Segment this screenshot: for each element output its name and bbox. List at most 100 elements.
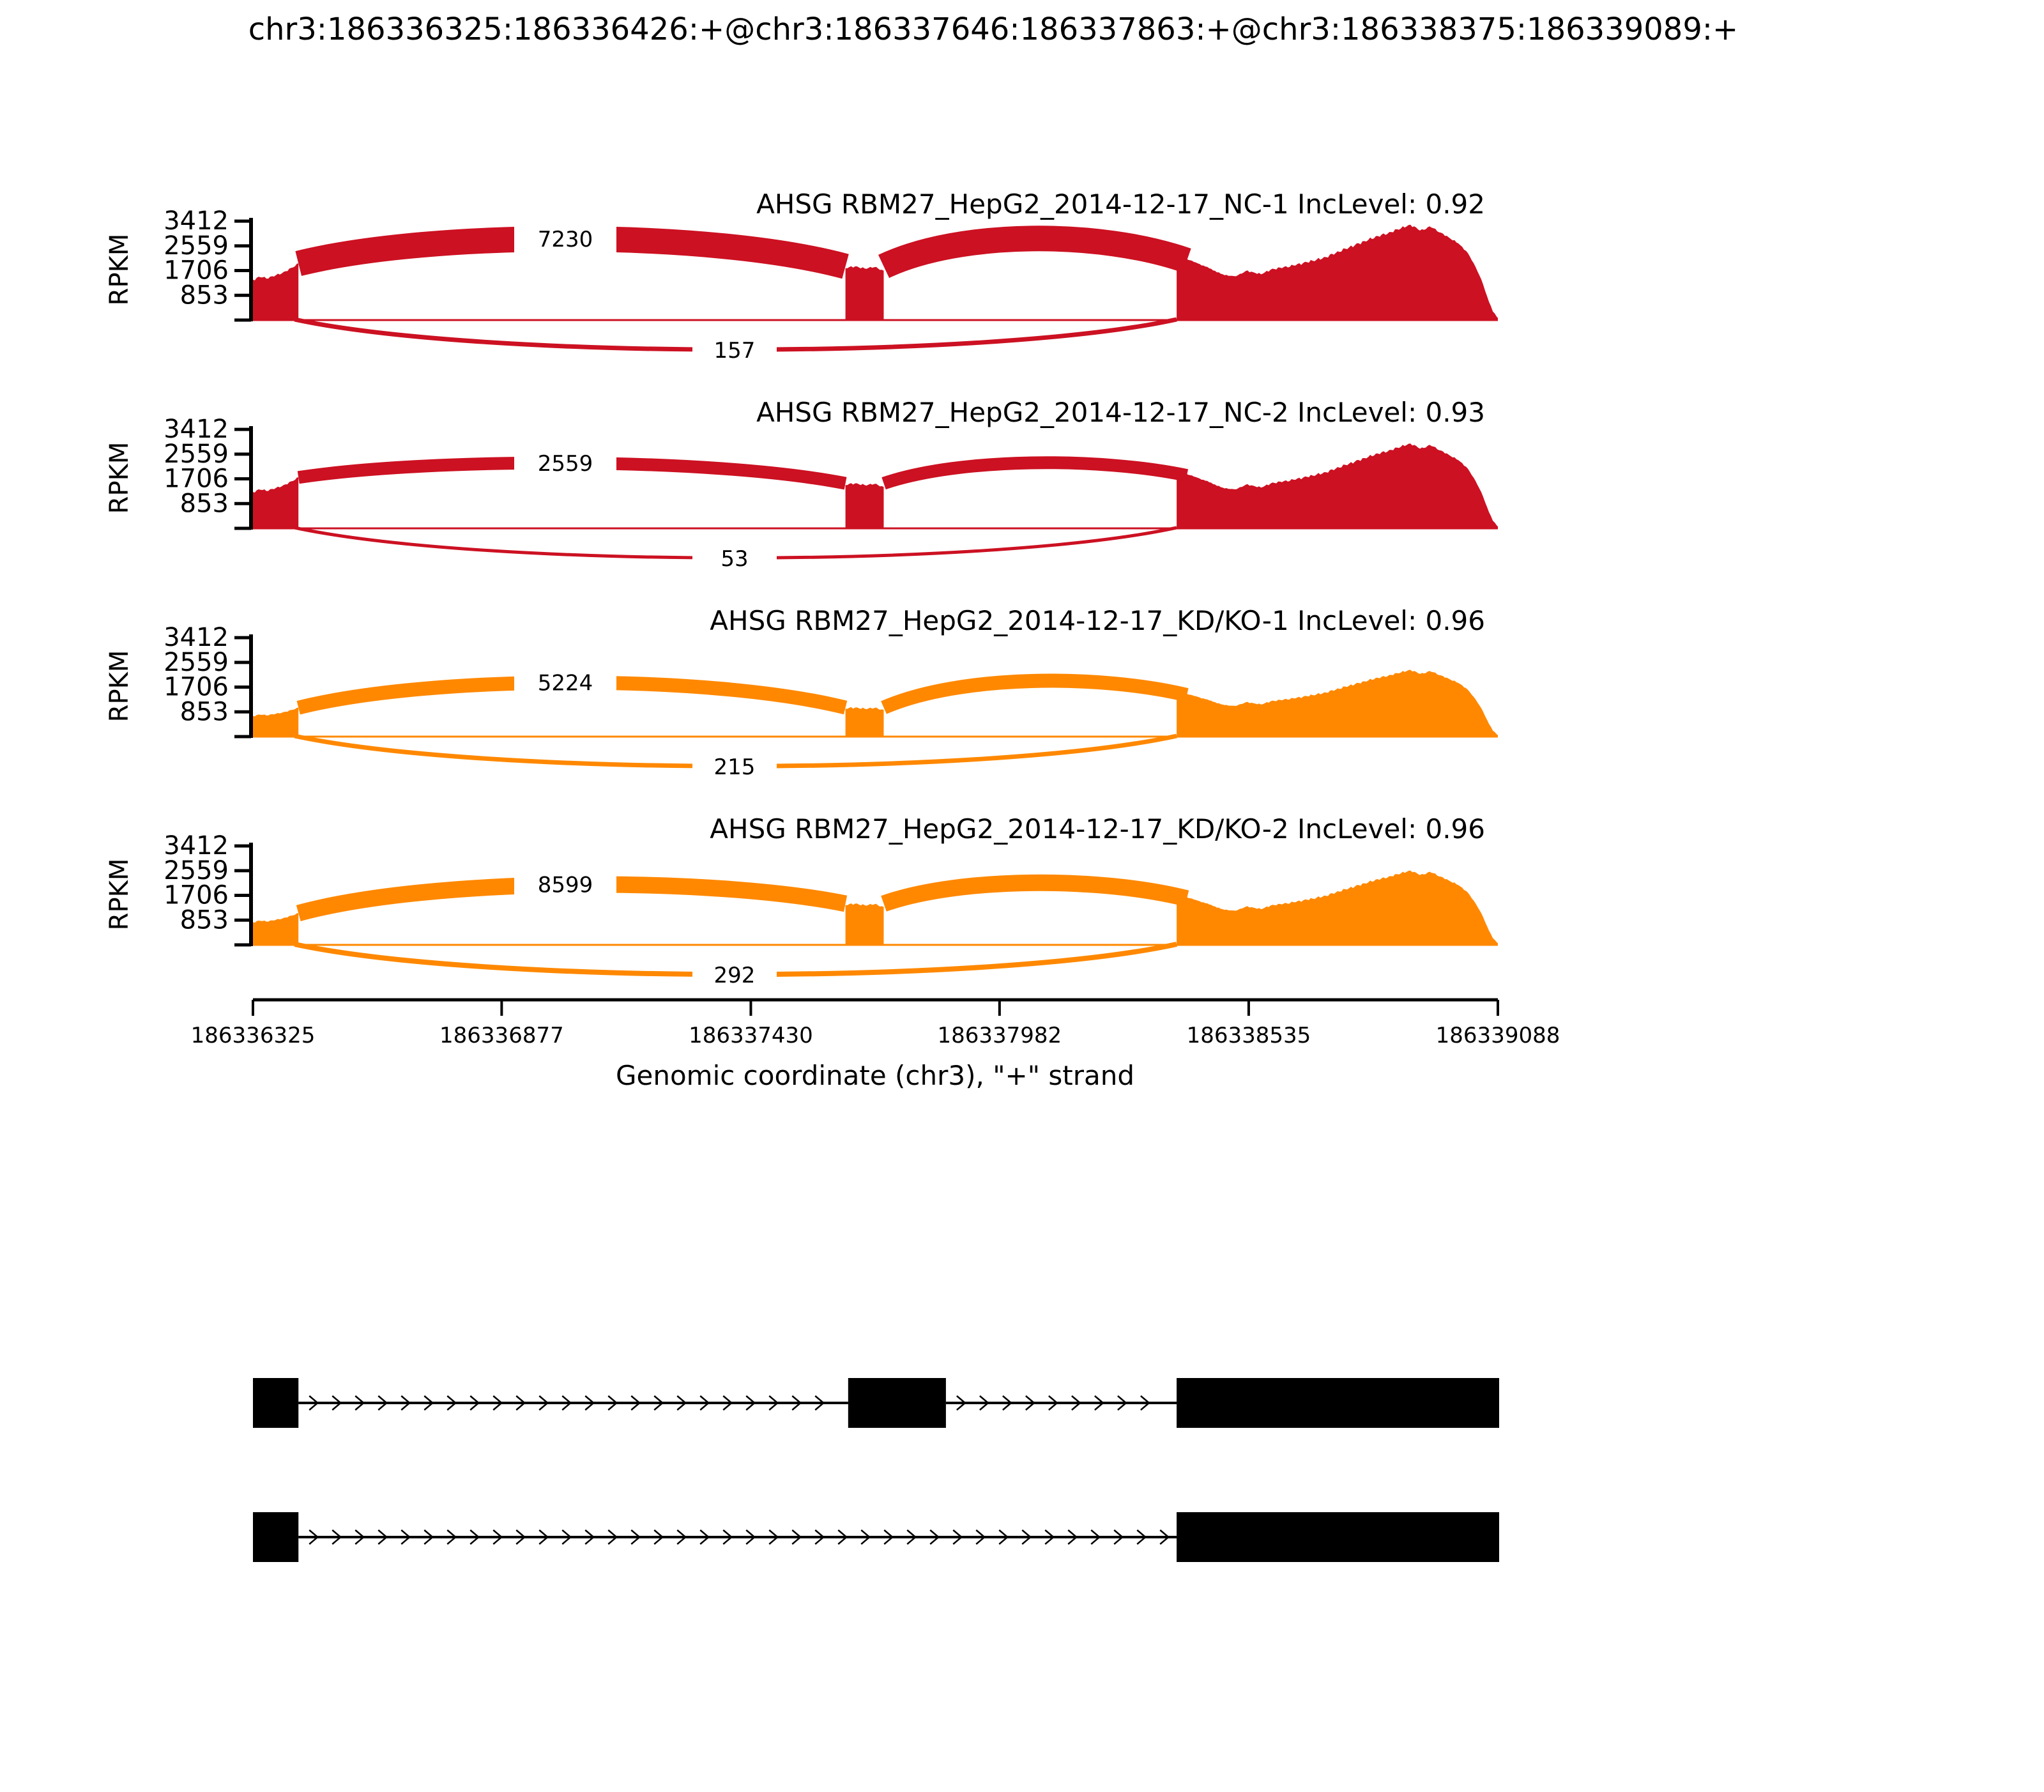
intron-arrow-right-icon (1025, 1395, 1035, 1411)
junction-arc-inclusion-right (881, 456, 1189, 490)
y-axis-label: RPKM (105, 650, 134, 723)
y-tick-label: 853 (180, 489, 229, 518)
y-tick-label: 1706 (164, 464, 229, 494)
y-tick-label: 2559 (164, 856, 229, 885)
junction-arc-inclusion-right (878, 226, 1191, 279)
exon-box (1177, 1378, 1499, 1428)
y-tick-label: 3412 (164, 415, 229, 444)
intron-arrow-right-icon (400, 1395, 411, 1411)
isoform-track-1 (253, 1378, 1499, 1428)
intron-arrow-right-icon (791, 1395, 802, 1411)
track-title: AHSG RBM27_HepG2_2014-12-17_NC-2 IncLeve… (756, 397, 1485, 428)
intron-arrow-right-icon (584, 1529, 595, 1545)
intron-arrow-right-icon (309, 1395, 319, 1411)
junction-skipping-count: 53 (721, 546, 748, 572)
intron-arrow-right-icon (676, 1395, 687, 1411)
coverage-area-exon2 (845, 903, 884, 945)
junction-skipping-count: 215 (714, 754, 756, 780)
coverage-area-exon2 (845, 707, 884, 737)
y-tick-label: 3412 (164, 623, 229, 652)
intron-arrow-right-icon (1090, 1529, 1101, 1545)
y-tick-label: 1706 (164, 256, 229, 286)
intron-arrow-right-icon (515, 1395, 526, 1411)
intron-arrow-right-icon (538, 1395, 549, 1411)
intron-arrow-right-icon (446, 1529, 457, 1545)
intron-arrow-right-icon (492, 1529, 503, 1545)
intron-arrow-right-icon (699, 1395, 710, 1411)
junction-skipping-count: 157 (714, 338, 756, 364)
y-tick-label: 1706 (164, 673, 229, 702)
y-tick-label: 2559 (164, 440, 229, 469)
junction-arc-inclusion-right (881, 874, 1189, 912)
plot-title: chr3:186336325:186336426:+@chr3:18633764… (248, 11, 1739, 47)
intron-arrow-right-icon (1002, 1395, 1012, 1411)
intron-arrow-right-icon (332, 1395, 342, 1411)
intron-arrow-right-icon (309, 1529, 319, 1545)
junction-inclusion-count: 5224 (538, 671, 593, 696)
junction-label-gap (514, 869, 616, 900)
coverage-area-exon2 (845, 266, 884, 320)
intron-arrow-right-icon (607, 1395, 618, 1411)
intron-arrow-right-icon (722, 1529, 733, 1545)
intron-arrow-right-icon (423, 1395, 434, 1411)
intron-arrow-right-icon (952, 1529, 963, 1545)
junction-label-gap (692, 962, 777, 988)
junction-label-gap (514, 669, 616, 696)
junction-skipping-count: 292 (714, 963, 756, 988)
intron-arrow-right-icon (607, 1529, 618, 1545)
junction-inclusion-count: 7230 (538, 227, 593, 252)
exon-box (253, 1512, 299, 1562)
y-axis-label: RPKM (105, 859, 134, 931)
x-tick-label: 186337982 (937, 1023, 1062, 1048)
exon-box (1177, 1512, 1499, 1562)
intron-arrow-right-icon (1021, 1529, 1032, 1545)
intron-arrow-right-icon (745, 1395, 756, 1411)
intron-arrow-right-icon (1117, 1395, 1127, 1411)
intron-arrow-right-icon (1136, 1529, 1147, 1545)
junction-inclusion-count: 8599 (538, 873, 593, 898)
intron-arrow-right-icon (768, 1395, 779, 1411)
y-tick-label: 853 (180, 697, 229, 726)
intron-arrow-right-icon (722, 1395, 733, 1411)
intron-arrow-right-icon (1071, 1395, 1081, 1411)
intron-arrow-right-icon (1044, 1529, 1055, 1545)
junction-label-gap (514, 450, 616, 476)
x-tick-label: 186337430 (689, 1023, 813, 1048)
intron-arrow-right-icon (979, 1395, 989, 1411)
coverage-area-exon3 (1177, 870, 1498, 945)
track-title: AHSG RBM27_HepG2_2014-12-17_NC-1 IncLeve… (756, 188, 1485, 220)
intron-arrow-right-icon (515, 1529, 526, 1545)
y-axis-label: RPKM (105, 234, 134, 306)
intron-arrow-right-icon (332, 1529, 342, 1545)
x-tick-label: 186339088 (1436, 1023, 1560, 1048)
x-tick-label: 186336325 (191, 1023, 316, 1048)
coverage-area-exon2 (845, 483, 884, 528)
intron-arrow-right-icon (837, 1529, 848, 1545)
coverage-area-exon1 (253, 477, 299, 528)
intron-arrow-right-icon (400, 1529, 411, 1545)
x-tick-label: 186338535 (1187, 1023, 1311, 1048)
junction-arc-inclusion-right (881, 673, 1189, 714)
coverage-area-exon1 (253, 263, 299, 320)
x-axis-title: Genomic coordinate (chr3), "+" strand (616, 1060, 1134, 1091)
intron-arrow-right-icon (745, 1529, 756, 1545)
intron-arrow-right-icon (814, 1395, 825, 1411)
coverage-area-exon1 (253, 913, 299, 945)
intron-arrow-right-icon (1067, 1529, 1078, 1545)
x-axis: 186336325 186336877 186337430 186337982 1863… (191, 998, 1560, 1048)
intron-arrow-right-icon (630, 1529, 641, 1545)
intron-arrow-right-icon (676, 1529, 687, 1545)
intron-arrow-right-icon (446, 1395, 457, 1411)
junction-label-gap (692, 546, 777, 571)
y-tick-label: 3412 (164, 831, 229, 861)
intron-arrow-right-icon (1048, 1395, 1058, 1411)
intron-arrow-right-icon (469, 1529, 480, 1545)
y-tick-label: 853 (180, 280, 229, 310)
y-tick-label: 1706 (164, 881, 229, 910)
junction-label-gap (514, 219, 616, 258)
x-tick-label: 186336877 (439, 1023, 564, 1048)
intron-arrow-right-icon (584, 1395, 595, 1411)
